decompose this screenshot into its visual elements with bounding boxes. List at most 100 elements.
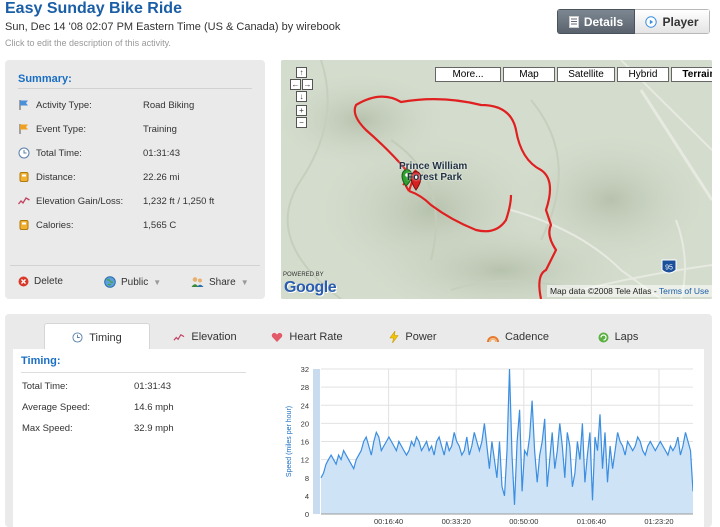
player-label: Player bbox=[662, 14, 699, 29]
summary-label: Total Time: bbox=[36, 147, 82, 159]
distance-icon bbox=[18, 171, 30, 183]
tab-timing[interactable]: Timing bbox=[44, 323, 150, 351]
y-tick-label: 16 bbox=[301, 438, 309, 447]
summary-value: Training bbox=[143, 123, 177, 135]
globe-icon bbox=[104, 276, 116, 288]
route-map[interactable]: 95 ↑ ← → ↓ + − More... Map Satellite Hyb… bbox=[281, 60, 712, 299]
pan-right-button[interactable]: → bbox=[302, 79, 313, 90]
share-dropdown[interactable]: Share ▼ bbox=[191, 276, 249, 288]
clock-icon bbox=[18, 147, 30, 159]
map-type-more[interactable]: More... bbox=[435, 67, 501, 82]
zoom-out-button[interactable]: − bbox=[296, 117, 307, 128]
x-tick-label: 00:50:00 bbox=[509, 517, 538, 526]
tab-label: Timing bbox=[89, 331, 122, 344]
tab-label: Elevation bbox=[191, 331, 237, 343]
map-type-terrain[interactable]: Terrain bbox=[671, 67, 712, 82]
pan-down-button[interactable]: ↓ bbox=[296, 91, 307, 102]
timing-row: Max Speed: 32.9 mph bbox=[22, 423, 174, 434]
timing-label: Average Speed: bbox=[22, 402, 90, 413]
speed-area bbox=[321, 369, 693, 514]
speed-chart[interactable]: 0 4 8 12 16 20 24 28 32 00:16:40 00:33:20 00:50:00 0… bbox=[273, 359, 693, 527]
edit-description-hint[interactable]: Click to edit the description of this ac… bbox=[5, 38, 171, 48]
copyright-text: Map data ©2008 Tele Atlas - bbox=[549, 286, 657, 296]
divider bbox=[10, 265, 260, 266]
y-scrollbar bbox=[313, 369, 320, 514]
summary-value: 01:31:43 bbox=[143, 147, 180, 159]
details-label: Details bbox=[583, 14, 624, 29]
timing-title: Timing: bbox=[21, 355, 61, 367]
summary-row-total-time: Total Time: 01:31:43 bbox=[18, 145, 258, 161]
y-tick-label: 32 bbox=[301, 365, 309, 374]
map-type-hybrid[interactable]: Hybrid bbox=[617, 67, 669, 82]
privacy-dropdown[interactable]: Public ▼ bbox=[104, 276, 161, 288]
cadence-icon bbox=[486, 335, 499, 342]
timing-row: Average Speed: 14.6 mph bbox=[22, 402, 174, 413]
tab-laps[interactable]: Laps bbox=[590, 323, 646, 351]
map-type-map[interactable]: Map bbox=[503, 67, 555, 82]
summary-label: Event Type: bbox=[36, 123, 86, 135]
summary-row-activity-type: Activity Type: Road Biking bbox=[18, 97, 258, 113]
delete-button[interactable]: Delete bbox=[18, 276, 63, 287]
flag-blue-icon bbox=[18, 99, 30, 111]
pan-up-button[interactable]: ↑ bbox=[296, 67, 307, 78]
place-label-line: Forest Park bbox=[407, 172, 463, 183]
timing-value: 01:31:43 bbox=[134, 381, 171, 392]
tab-power[interactable]: Power bbox=[378, 323, 448, 351]
y-tick-label: 4 bbox=[305, 492, 309, 501]
delete-icon bbox=[18, 276, 29, 287]
summary-label: Elevation Gain/Loss: bbox=[36, 195, 124, 207]
y-axis-label: Speed (miles per hour) bbox=[286, 406, 293, 477]
document-icon bbox=[568, 15, 579, 28]
google-logo[interactable]: Google bbox=[284, 279, 337, 296]
x-tick-label: 00:33:20 bbox=[442, 517, 471, 526]
divider bbox=[21, 372, 246, 373]
end-marker-icon bbox=[410, 171, 422, 191]
public-label: Public bbox=[121, 276, 149, 288]
tab-heart-rate[interactable]: Heart Rate bbox=[267, 323, 347, 351]
y-tick-label: 8 bbox=[305, 474, 309, 483]
tab-cadence[interactable]: Cadence bbox=[483, 323, 553, 351]
terrain-background: 95 bbox=[281, 60, 712, 299]
tab-label: Laps bbox=[614, 331, 639, 343]
elevation-icon bbox=[18, 195, 30, 207]
pan-left-button[interactable]: ← bbox=[290, 79, 301, 90]
delete-label: Delete bbox=[34, 276, 63, 287]
details-button[interactable]: Details bbox=[557, 9, 635, 34]
map-copyright: Map data ©2008 Tele Atlas - Terms of Use bbox=[546, 285, 712, 297]
summary-row-distance: Distance: 22.26 mi bbox=[18, 169, 258, 185]
summary-value: 22.26 mi bbox=[143, 171, 180, 183]
lightning-icon bbox=[389, 331, 399, 343]
place-label-line: Prince William bbox=[399, 161, 468, 172]
terms-of-use-link[interactable]: Terms of Use bbox=[658, 286, 709, 296]
timing-content: Timing: Total Time: 01:31:43 Average Spe… bbox=[13, 349, 704, 527]
summary-row-event-type: Event Type: Training bbox=[18, 121, 258, 137]
share-icon bbox=[191, 277, 204, 287]
speed-line bbox=[320, 368, 693, 505]
map-type-selector: More... Map Satellite Hybrid Terrain bbox=[433, 67, 712, 82]
activity-title: Easy Sunday Bike Ride bbox=[5, 0, 182, 17]
y-tick-label: 28 bbox=[301, 383, 309, 392]
y-tick-label: 0 bbox=[305, 510, 309, 519]
player-button[interactable]: Player bbox=[635, 9, 710, 34]
zoom-in-button[interactable]: + bbox=[296, 105, 307, 116]
place-label: Prince William Forest Park bbox=[399, 161, 467, 183]
svg-text:95: 95 bbox=[665, 265, 673, 272]
summary-panel: Summary: Activity Type: Road Biking Even… bbox=[5, 60, 265, 299]
interstate-shield-icon: 95 bbox=[661, 259, 677, 274]
x-tick-label: 01:06:40 bbox=[577, 517, 606, 526]
summary-row-calories: Calories: 1,565 C bbox=[18, 217, 258, 233]
summary-value: 1,565 C bbox=[143, 219, 177, 231]
tab-label: Cadence bbox=[504, 331, 550, 343]
play-icon bbox=[645, 15, 658, 28]
heart-icon bbox=[272, 332, 283, 342]
x-tick-label: 00:16:40 bbox=[374, 517, 403, 526]
laps-icon bbox=[598, 332, 609, 342]
view-toggle: Details Player bbox=[557, 9, 710, 34]
chevron-down-icon: ▼ bbox=[240, 277, 249, 287]
timing-value: 32.9 mph bbox=[134, 423, 174, 434]
tab-elevation[interactable]: Elevation bbox=[165, 323, 245, 351]
summary-title: Summary: bbox=[18, 73, 72, 85]
x-tick-label: 01:23:20 bbox=[644, 517, 673, 526]
summary-row-elevation: Elevation Gain/Loss: 1,232 ft / 1,250 ft bbox=[18, 193, 258, 209]
map-type-satellite[interactable]: Satellite bbox=[557, 67, 615, 82]
